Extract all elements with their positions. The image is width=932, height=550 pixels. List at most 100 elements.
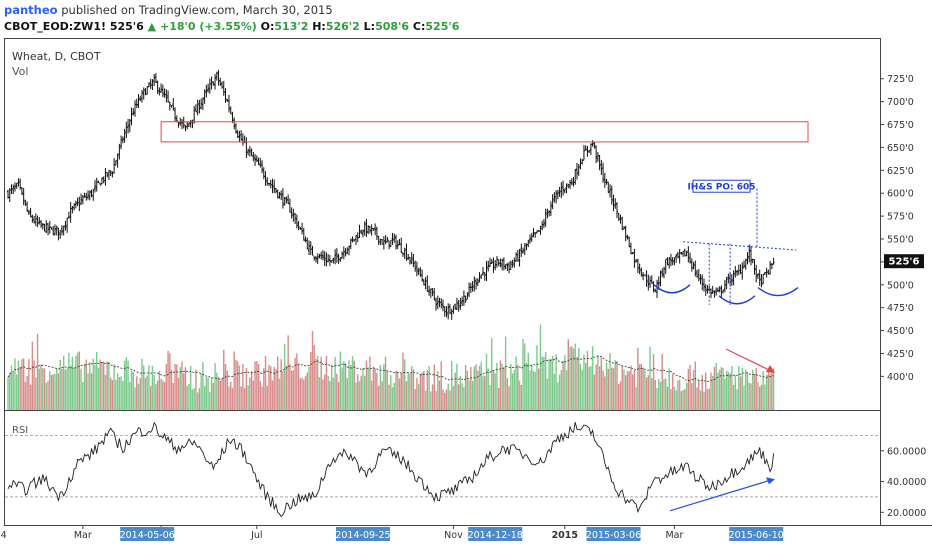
- price-candle: [635, 259, 638, 263]
- price-candle: [676, 251, 679, 259]
- volume-bar: [303, 379, 305, 410]
- volume-bar: [343, 361, 345, 410]
- head-arc[interactable]: [718, 295, 756, 305]
- price-candle: [407, 253, 410, 260]
- price-candle: [671, 256, 674, 266]
- price-candle: [361, 229, 364, 238]
- author-name[interactable]: pantheo: [4, 3, 58, 17]
- price-candle: [128, 118, 131, 133]
- rsi-divergence-arrow[interactable]: [669, 479, 772, 512]
- volume-bar: [628, 371, 630, 410]
- price-candle: [257, 157, 260, 166]
- price-candle: [433, 287, 436, 301]
- volume-bar: [325, 355, 328, 410]
- price-candle: [306, 237, 309, 250]
- neckline[interactable]: [683, 241, 797, 251]
- volume-bar: [470, 366, 472, 410]
- volume-bar: [644, 370, 646, 410]
- volume-bar: [548, 359, 550, 410]
- volume-bar: [155, 384, 157, 410]
- volume-bar: [350, 364, 352, 410]
- volume-bar: [745, 369, 747, 410]
- price-candle: [104, 168, 107, 186]
- volume-bar: [642, 367, 644, 410]
- price-candle: [664, 258, 667, 274]
- volume-bar: [417, 384, 420, 410]
- price-candle: [328, 255, 331, 267]
- price-candle: [295, 214, 298, 229]
- price-candle: [116, 153, 119, 168]
- price-candle: [401, 252, 404, 257]
- volume-bar: [115, 379, 117, 410]
- volume-bar: [525, 362, 528, 410]
- volume-bar: [62, 355, 65, 410]
- volume-bar: [263, 368, 265, 410]
- date-tag-label: 2015-03-06: [586, 530, 641, 541]
- price-candle: [703, 278, 705, 292]
- price-candle: [478, 272, 481, 283]
- volume-bar: [280, 359, 282, 410]
- left-shoulder-arc[interactable]: [653, 284, 691, 294]
- price-candle: [127, 118, 130, 134]
- volume-bar: [671, 373, 674, 410]
- price-candle: [294, 212, 297, 225]
- volume-bar: [715, 362, 717, 410]
- price-candle: [422, 279, 425, 286]
- volume-bar: [346, 378, 348, 410]
- price-candle: [657, 276, 660, 290]
- price-candle: [227, 94, 230, 113]
- volume-bar: [156, 380, 159, 410]
- volume-bar: [565, 370, 568, 410]
- price-candle: [642, 272, 645, 281]
- price-candle: [281, 188, 284, 209]
- volume-bar: [271, 380, 274, 410]
- resistance-box[interactable]: [160, 121, 809, 143]
- price-candle: [495, 256, 498, 268]
- volume-bar: [311, 330, 314, 410]
- volume-decline-arrow[interactable]: [725, 348, 772, 372]
- volume-bar: [668, 368, 670, 410]
- volume-bar: [290, 370, 293, 410]
- volume-bar: [45, 382, 47, 410]
- price-candle: [60, 225, 63, 236]
- volume-bar: [191, 389, 194, 410]
- date-tag-label: 2014-09-25: [335, 530, 390, 541]
- volume-bar: [183, 373, 185, 410]
- volume-bar: [605, 362, 608, 410]
- volume-bar: [200, 373, 202, 410]
- price-candle: [255, 155, 258, 162]
- volume-bar: [527, 352, 529, 410]
- volume-bar: [703, 391, 705, 410]
- price-candle: [374, 223, 377, 236]
- price-candle: [539, 225, 542, 235]
- price-candle: [259, 157, 262, 168]
- price-candle: [59, 230, 62, 239]
- volume-moving-average: [7, 355, 774, 382]
- volume-bar: [372, 367, 375, 410]
- volume-bar: [699, 390, 702, 410]
- price-candle: [288, 198, 291, 213]
- price-candle: [753, 259, 756, 275]
- volume-bar: [680, 391, 683, 410]
- price-candle: [739, 264, 742, 275]
- price-candle: [461, 296, 464, 307]
- last-price-tag-bg: [884, 254, 924, 269]
- volume-bar: [209, 391, 211, 410]
- price-candle: [229, 106, 232, 115]
- right-shoulder-arc[interactable]: [757, 286, 799, 297]
- volume-bar: [83, 363, 86, 410]
- price-candle: [591, 140, 594, 147]
- price-candle: [429, 288, 432, 298]
- volume-bar: [656, 388, 658, 410]
- volume-bar: [494, 373, 496, 410]
- price-candle: [622, 226, 625, 230]
- volume-bar: [685, 382, 688, 410]
- time-tick-label: 2015: [552, 530, 578, 541]
- ihs-label-box[interactable]: [692, 179, 751, 193]
- price-candle: [502, 257, 505, 271]
- price-candle: [638, 263, 641, 275]
- volume-bar: [40, 364, 42, 410]
- volume-bar: [54, 373, 56, 410]
- up-arrow-icon: ▲: [147, 20, 157, 33]
